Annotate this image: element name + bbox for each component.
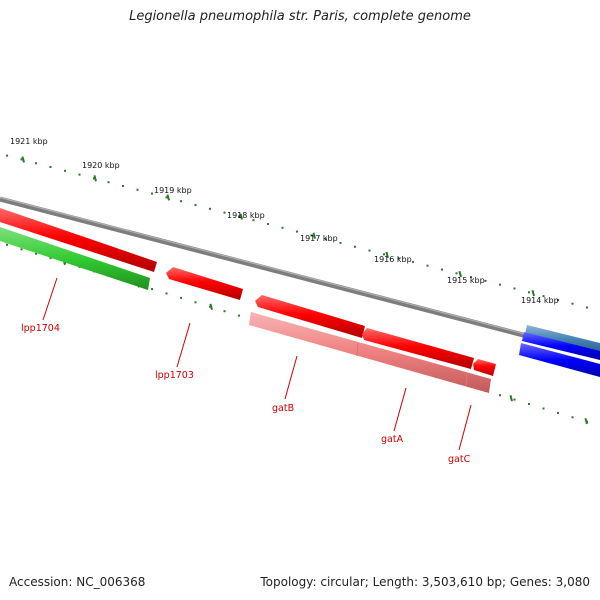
ruler-dot: [35, 252, 37, 255]
ruler-dot: [252, 219, 255, 222]
ruler-dot: [513, 287, 516, 290]
gene-blue-2[interactable]: [519, 343, 600, 377]
ruler-dot: [194, 301, 197, 304]
ruler-dot: [223, 310, 226, 313]
gene-gatC[interactable]: [473, 359, 496, 376]
ruler-dot: [441, 268, 443, 271]
kbp-labels: 1921 kbp 1920 kbp 1919 kbp 1918 kbp 1917…: [10, 137, 559, 305]
ruler-dot: [78, 173, 81, 176]
ruler-dot: [310, 234, 313, 237]
ruler-dot: [557, 411, 559, 414]
ruler-dot: [93, 177, 95, 180]
ruler-dot: [180, 296, 182, 299]
ruler-dot: [238, 314, 240, 317]
ruler-dot: [20, 158, 23, 161]
ruler-dot: [542, 407, 545, 410]
kbp-label: 1918 kbp: [227, 211, 265, 220]
gene-lpp1704[interactable]: [0, 227, 150, 290]
ruler-dot: [209, 305, 211, 308]
ruler-dot: [383, 253, 385, 256]
ruler-dot: [165, 196, 168, 199]
ruler-major-tick: [531, 289, 535, 297]
kbp-label: 1920 kbp: [82, 161, 120, 170]
ruler-dot: [194, 204, 197, 206]
kbp-label: 1916 kbp: [374, 255, 412, 264]
ruler-dot: [513, 398, 516, 401]
gene-label-gatB[interactable]: gatB: [272, 403, 294, 414]
ruler-dot: [49, 166, 52, 168]
gene-label-gatC[interactable]: gatC: [448, 454, 471, 465]
ruler-major-tick: [166, 194, 170, 201]
ruler-dot: [296, 230, 298, 233]
ruler-dot: [6, 154, 8, 157]
ruler-dot: [35, 162, 37, 165]
kbp-label: 1919 kbp: [154, 186, 192, 195]
genome-summary: Topology: circular; Length: 3,503,610 bp…: [260, 575, 590, 589]
ruler-dot: [325, 238, 327, 241]
kbp-label: 1917 kbp: [300, 234, 338, 243]
ruler-dot: [528, 403, 530, 405]
accession-text: Accession: NC_006368: [9, 575, 146, 589]
gene-gatA[interactable]: [362, 328, 474, 369]
kbp-label: 1921 kbp: [10, 137, 48, 146]
ruler-dot: [484, 279, 487, 282]
ruler-dot: [122, 185, 124, 187]
ruler-major-tick: [21, 156, 25, 163]
ruler-dot: [107, 181, 110, 184]
gene-red-forward[interactable]: [0, 208, 157, 272]
ruler-dot: [470, 276, 472, 279]
ruler-dot: [499, 283, 501, 286]
ruler-dot: [151, 192, 153, 195]
genome-backbone: [0, 196, 600, 358]
ruler-major-tick: [584, 417, 588, 425]
ruler-major-tick: [385, 251, 389, 258]
gene-blue-1[interactable]: [522, 332, 600, 360]
ruler-dot: [151, 288, 153, 291]
ruler-dot: [267, 223, 269, 225]
gene-label-lpp1703[interactable]: lpp1703: [155, 370, 194, 381]
ruler-dot: [209, 207, 211, 210]
ruler-dot: [542, 295, 545, 298]
ruler-dot: [571, 416, 574, 419]
ruler-dot: [180, 200, 182, 203]
outer-ruler: [6, 154, 588, 309]
operon-band: [249, 312, 491, 393]
ruler-major-tick: [312, 232, 316, 239]
ruler-major-tick: [458, 270, 462, 278]
ruler-dot: [426, 264, 429, 267]
ruler-dot: [49, 257, 52, 260]
gene-lpp1703[interactable]: [166, 267, 243, 300]
ruler-dot: [571, 302, 574, 305]
ruler-dot: [165, 292, 168, 295]
gene-gatB[interactable]: [255, 295, 365, 338]
gene-label-gatA[interactable]: gatA: [381, 434, 404, 445]
ruler-dot: [557, 298, 559, 301]
label-leaders: [42, 277, 472, 451]
ruler-dot: [499, 394, 501, 397]
ruler-major-tick: [509, 395, 513, 402]
ruler-dot: [64, 169, 66, 172]
ruler-dot: [528, 291, 530, 294]
ruler-dot: [354, 245, 356, 248]
ruler-dot: [20, 248, 23, 251]
ruler-dot: [6, 243, 8, 246]
ruler-dot: [368, 249, 371, 252]
ruler-dot: [339, 241, 342, 244]
ruler-dot: [586, 306, 588, 309]
ruler-major-tick: [209, 303, 213, 310]
ruler-dot: [455, 272, 458, 275]
kbp-label: 1914 kbp: [521, 296, 559, 305]
genome-title: Legionella pneumophila str. Paris, compl…: [129, 9, 471, 24]
ruler-dot: [136, 188, 139, 191]
ruler-dot: [223, 211, 226, 214]
ruler-dot: [412, 260, 414, 263]
ruler-dot: [281, 226, 284, 229]
kbp-label: 1915 kbp: [447, 276, 485, 285]
ruler-major-tick: [93, 175, 97, 182]
ruler-major-tick: [239, 213, 243, 220]
gene-label-lpp1704[interactable]: lpp1704: [21, 323, 60, 334]
ruler-dot: [238, 215, 240, 218]
ruler-dot: [397, 257, 400, 260]
